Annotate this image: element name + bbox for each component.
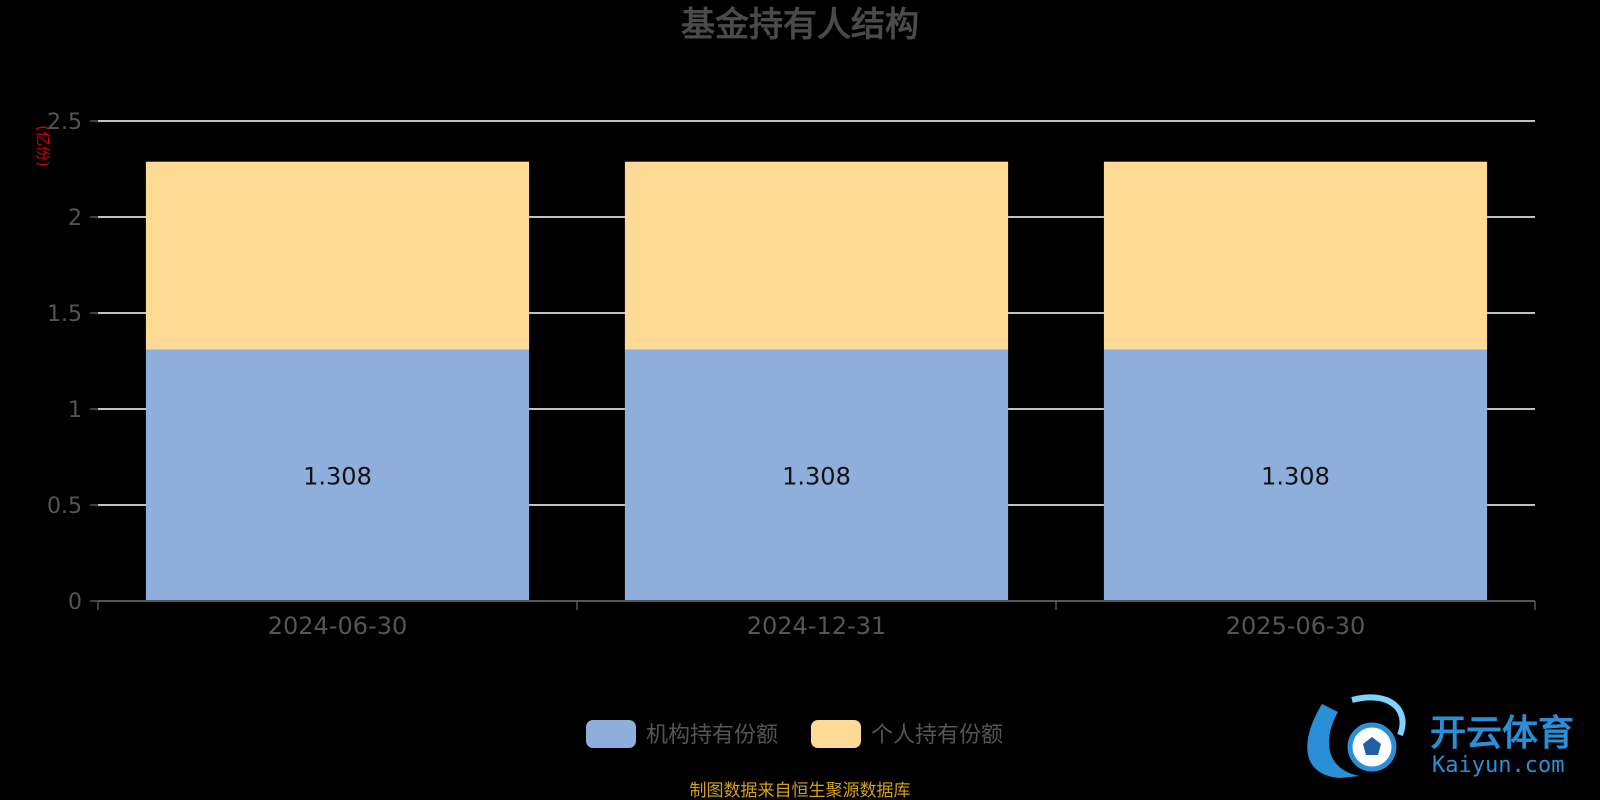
y-tick-label: 2: [68, 206, 82, 231]
watermark-brand: 开云体育: [1430, 713, 1574, 754]
data-label: 1.308: [782, 462, 851, 490]
legend: 机构持有份额 个人持有份额: [586, 720, 1003, 748]
y-axis-unit-label: (亿份): [34, 125, 52, 167]
bar-institutional: [624, 349, 1009, 601]
x-tick-label: 2025-06-30: [1226, 612, 1365, 640]
x-tick-label: 2024-06-30: [268, 612, 407, 640]
x-tick-label: 2024-12-31: [747, 612, 886, 640]
y-axis: 0 0.5 1 1.5 2 2.5: [47, 110, 98, 615]
bar-individual: [145, 161, 530, 350]
y-tick-label: 2.5: [47, 110, 82, 135]
bars: 1.308 1.308 1.308: [145, 161, 1488, 601]
legend-swatch-institutional: [586, 720, 636, 748]
y-tick-label: 0.5: [47, 494, 82, 519]
data-label: 1.308: [1261, 462, 1330, 490]
legend-label-institutional: 机构持有份额: [646, 723, 778, 748]
bar-institutional: [1103, 349, 1488, 601]
source-note: 制图数据来自恒生聚源数据库: [690, 781, 911, 800]
legend-label-individual: 个人持有份额: [871, 723, 1003, 748]
legend-swatch-individual: [811, 720, 861, 748]
chart-title: 基金持有人结构: [681, 5, 919, 45]
bar-individual: [1103, 161, 1488, 350]
bar-individual: [624, 161, 1009, 350]
y-tick-label: 0: [68, 590, 82, 615]
x-axis: 2024-06-30 2024-12-31 2025-06-30: [97, 600, 1536, 640]
data-label: 1.308: [303, 462, 372, 490]
watermark-logo: 开云体育 Kaiyun.com: [1307, 694, 1574, 778]
watermark-url: Kaiyun.com: [1432, 753, 1564, 778]
y-tick-label: 1.5: [47, 302, 82, 327]
y-tick-label: 1: [68, 398, 82, 423]
bar-institutional: [145, 349, 530, 601]
soccer-ball-icon: [1307, 694, 1406, 778]
